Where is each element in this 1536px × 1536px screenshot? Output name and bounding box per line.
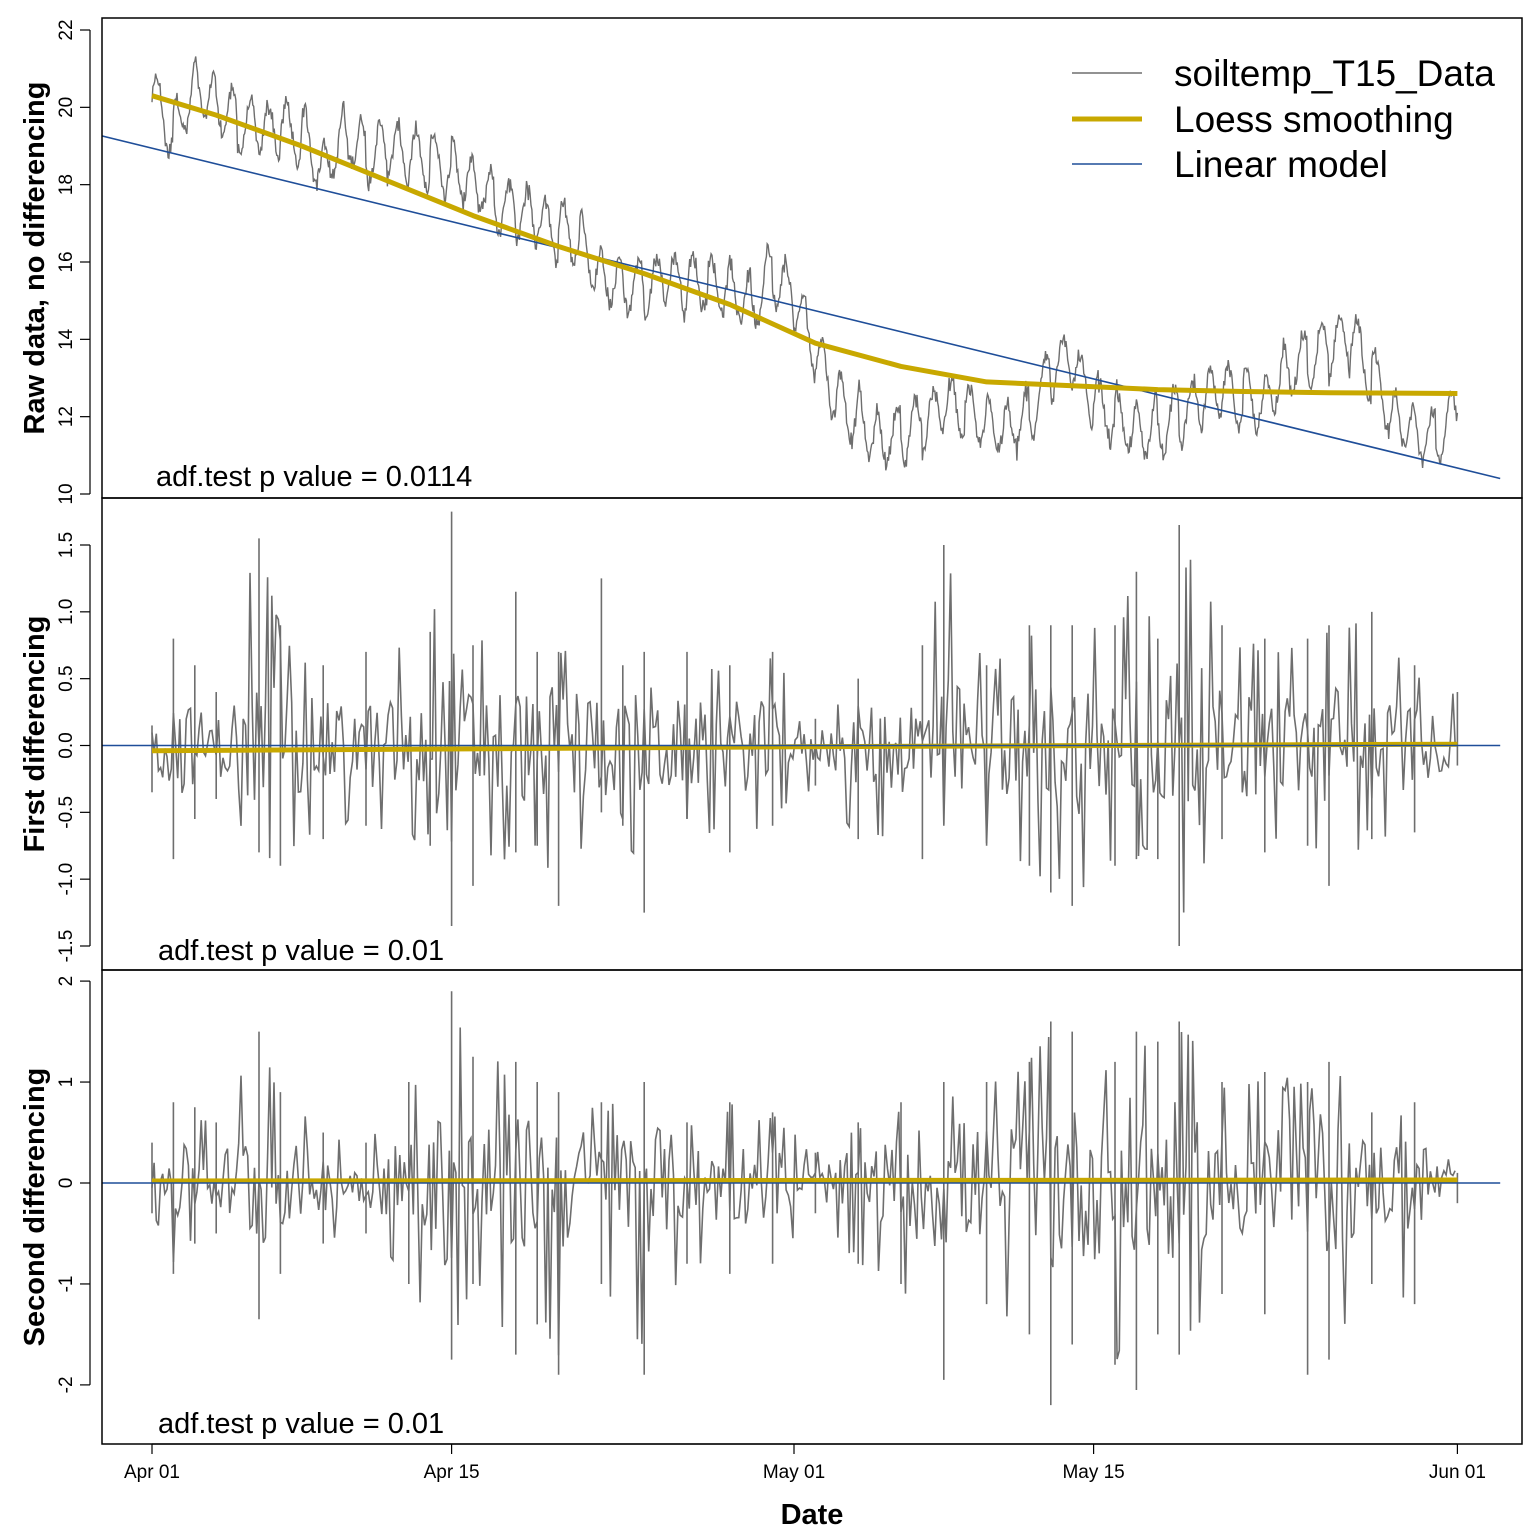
y-tick-label: 1.0 [56,599,77,625]
y-tick-label: 16 [56,251,77,272]
x-tick-label: Apr 15 [424,1462,480,1483]
x-axis: Apr 01 Apr 15 May 01 May 15 Jun 01 [124,1443,1486,1483]
panel-first-diff: -1.5 -1.0 -0.5 0.0 0.5 1.0 1.5 First differenc… [19,497,1523,971]
legend-label-linear: Linear model [1174,144,1388,185]
legend: soiltemp_T15_Data Loess smoothing Linear… [1072,53,1495,185]
legend-label-loess: Loess smoothing [1174,99,1454,140]
panel-first-diff-ylabel: First differencing [19,616,51,853]
panel-second-diff-frame [101,969,1523,1445]
panel-second-diff-series [102,991,1501,1406]
linear-model-line [102,135,1501,480]
y-tick-label: 0.0 [56,732,77,758]
y-tick-label: 14 [56,328,77,350]
x-axis-label: Date [781,1499,844,1531]
loess-line [151,1177,1458,1184]
y-tick-label: 1.5 [56,532,77,558]
differenced-data-line [151,559,1456,913]
y-tick-label: 18 [56,174,77,195]
y-tick-label: -1 [56,1275,77,1292]
y-tick-label: -0.5 [56,796,77,829]
x-tick-label: May 15 [1062,1462,1124,1483]
panel-raw-yaxis: 10 12 14 16 18 20 22 [56,19,91,505]
x-tick-label: Apr 01 [124,1462,180,1483]
y-tick-label: 22 [56,19,77,40]
y-tick-label: 2 [56,976,77,987]
loess-line [151,93,1458,396]
panel-first-diff-frame [101,497,1523,971]
panel-raw: 10 12 14 16 18 20 22 Raw data, no differencing… [19,17,1523,505]
y-tick-label: 0 [56,1178,77,1189]
panel-first-diff-yaxis: -1.5 -1.0 -0.5 0.0 0.5 1.0 1.5 [56,532,91,963]
x-tick-label: May 01 [763,1462,825,1483]
panel-second-diff-yaxis: -2 -1 0 1 2 [56,976,91,1393]
panel-first-diff-series [102,511,1501,946]
x-tick-label: Jun 01 [1429,1462,1486,1483]
y-tick-label: -2 [56,1376,77,1393]
y-tick-label: -1.5 [56,930,77,963]
panel-raw-annotation: adf.test p value = 0.0114 [156,461,472,493]
panel-raw-ylabel: Raw data, no differencing [19,82,51,435]
panel-second-diff-annotation: adf.test p value = 0.01 [158,1408,444,1440]
legend-label-data: soiltemp_T15_Data [1174,53,1495,94]
y-tick-label: 10 [56,483,77,504]
panel-second-diff-ylabel: Second differencing [19,1068,51,1347]
y-tick-label: 12 [56,406,77,427]
y-tick-label: 1 [56,1077,77,1088]
panel-first-diff-annotation: adf.test p value = 0.01 [158,935,444,967]
y-tick-label: 0.5 [56,665,77,691]
y-tick-label: 20 [56,97,77,118]
panel-second-diff: -2 -1 0 1 2 Second differencing adf.test p v… [19,969,1523,1531]
panel-raw-series [102,56,1501,480]
differenced-data-line [151,1027,1456,1360]
y-tick-label: -1.0 [56,863,77,896]
